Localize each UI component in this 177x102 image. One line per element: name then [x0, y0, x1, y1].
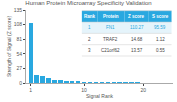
svg-text:S score: S score [152, 14, 169, 19]
svg-text:108: 108 [14, 21, 23, 27]
svg-text:95.59: 95.59 [154, 25, 166, 30]
svg-text:Strength of Signal (Z score): Strength of Signal (Z score) [6, 16, 12, 77]
svg-text:1.12: 1.12 [156, 37, 165, 42]
svg-text:135: 135 [14, 7, 23, 13]
svg-text:0: 0 [19, 80, 22, 86]
svg-text:110.27: 110.27 [130, 25, 144, 30]
svg-text:81: 81 [16, 36, 22, 42]
svg-text:54: 54 [16, 51, 22, 57]
svg-text:TRAF2: TRAF2 [103, 37, 118, 42]
svg-text:Rank: Rank [84, 14, 96, 19]
svg-text:3: 3 [88, 48, 91, 53]
svg-text:1: 1 [88, 25, 91, 30]
svg-text:13.57: 13.57 [131, 48, 143, 53]
svg-text:27: 27 [16, 65, 22, 71]
svg-text:Protein: Protein [103, 14, 119, 19]
svg-text:FN1: FN1 [106, 25, 115, 30]
svg-text:0.55: 0.55 [156, 48, 165, 53]
svg-text:Signal Rank: Signal Rank [86, 93, 113, 99]
svg-text:14.68: 14.68 [131, 37, 143, 42]
svg-text:Human Protein Microarray Speci: Human Protein Microarray Specificity Val… [25, 0, 151, 6]
svg-text:Z score: Z score [128, 14, 145, 19]
svg-text:2: 2 [88, 37, 91, 42]
svg-text:20: 20 [141, 87, 147, 93]
svg-text:10: 10 [81, 87, 87, 93]
svg-text:C21orf62: C21orf62 [101, 48, 120, 53]
svg-text:1: 1 [29, 87, 32, 93]
